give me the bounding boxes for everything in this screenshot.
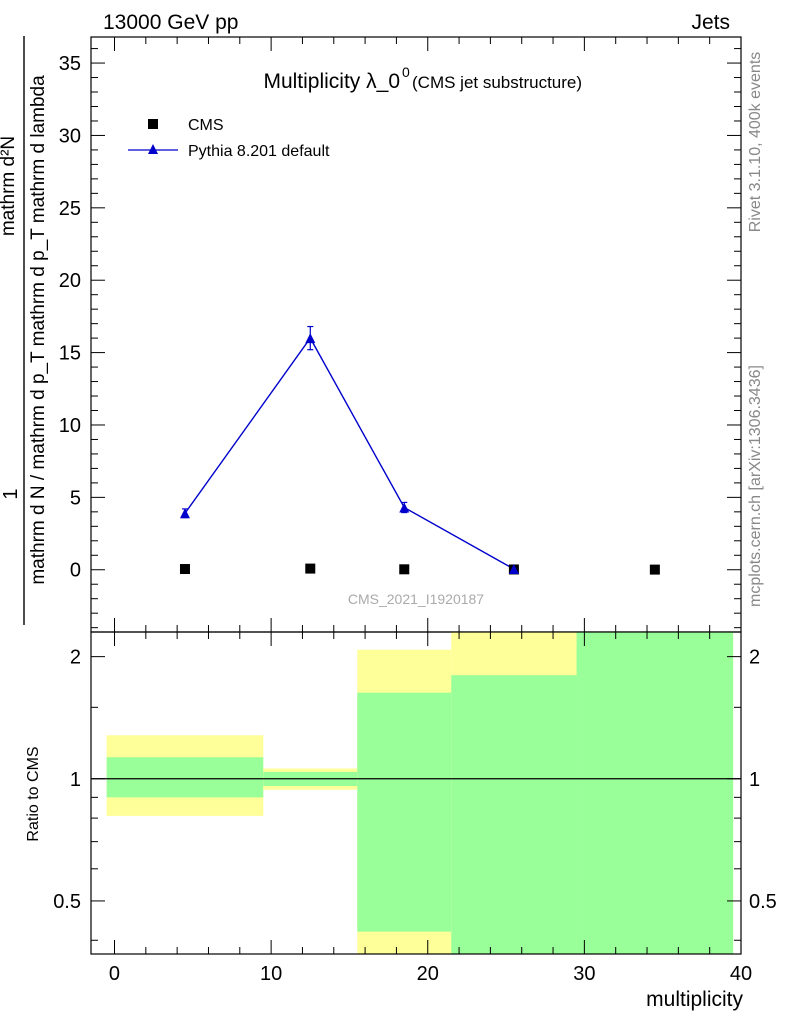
cms-data-point <box>399 564 410 575</box>
ratio-band-inner <box>576 632 734 954</box>
ratio-y-tick-label-right: 0.5 <box>749 891 777 913</box>
mcplots-credit-label: mcplots.cern.ch [arXiv:1306.3436] <box>747 365 764 607</box>
ratio-y-tick-label: 2 <box>70 647 81 669</box>
legend-cms-label: CMS <box>188 117 224 134</box>
top-y-tick-label: 20 <box>59 270 81 292</box>
top-y-tick-label: 15 <box>59 343 81 365</box>
ratio-band-inner <box>357 692 452 932</box>
ratio-bands <box>106 632 734 954</box>
y-label-fraction-bottom: mathrm d N / mathrm d p_T mathrm d p_T m… <box>28 75 49 585</box>
ratio-y-tick-label-right: 1 <box>749 769 760 791</box>
ratio-y-tick-label-right: 2 <box>749 647 760 669</box>
ratio-panel: 0.5 0.51 12 20 10 20 30 40 Ratio to CMS multipl… <box>25 631 777 1011</box>
top-y-tick-label: 10 <box>59 415 81 437</box>
top-series-group <box>179 325 660 575</box>
x-tick-label: 30 <box>573 963 595 985</box>
x-tick-label: 0 <box>109 963 120 985</box>
ratio-y-tick-label: 0.5 <box>53 891 81 913</box>
legend-pythia-marker <box>148 144 158 154</box>
ratio-y-label: Ratio to CMS <box>25 746 42 841</box>
x-tick-label: 20 <box>417 963 439 985</box>
cms-data-point <box>649 564 660 575</box>
main-y-axis-label: 1 mathrm d²N mathrm d N / mathrm d p_T m… <box>0 36 49 625</box>
top-y-tick-label: 5 <box>70 487 81 509</box>
pythia-data-point <box>179 508 190 519</box>
top-y-tick-label: 35 <box>59 53 81 75</box>
pythia-data-point <box>399 502 410 513</box>
top-y-ticks: 0 5 10 15 20 25 30 35 <box>59 37 742 632</box>
y-label-fraction-top: mathrm d²N <box>0 136 19 236</box>
pythia-data-point <box>305 333 316 344</box>
pythia-series-line <box>184 336 515 570</box>
x-tick-label: 40 <box>730 963 752 985</box>
header-energy-label: 13000 GeV pp <box>103 11 238 34</box>
top-y-tick-label: 0 <box>70 560 81 582</box>
pythia-data-point <box>508 564 519 575</box>
top-y-tick-label: 25 <box>59 198 81 220</box>
chart-title-superscript: 0 <box>402 64 410 80</box>
ratio-band-inner <box>451 675 577 954</box>
legend-cms-marker <box>148 119 158 129</box>
legend-pythia-label: Pythia 8.201 default <box>188 143 330 160</box>
x-axis-label: multiplicity <box>646 988 743 1011</box>
ratio-band-inner <box>106 757 264 798</box>
ratio-panel-frame <box>90 631 742 955</box>
main-panel: Multiplicity λ_0 0 (CMS jet substructure… <box>0 36 742 633</box>
top-y-tick-label: 30 <box>59 125 81 147</box>
y-label-numerator: 1 <box>0 488 22 499</box>
ratio-y-tick-label: 1 <box>70 769 81 791</box>
cms-data-point <box>179 564 190 575</box>
header-process-label: Jets <box>691 11 730 34</box>
chart-title: Multiplicity λ_0 <box>263 70 400 93</box>
cms-data-point <box>305 563 316 574</box>
watermark-analysis-id: CMS_2021_I1920187 <box>348 591 484 607</box>
rivet-version-label: Rivet 3.1.10, 400k events <box>747 52 764 233</box>
chart-subtitle: (CMS jet substructure) <box>412 73 582 92</box>
x-tick-label: 10 <box>260 963 282 985</box>
